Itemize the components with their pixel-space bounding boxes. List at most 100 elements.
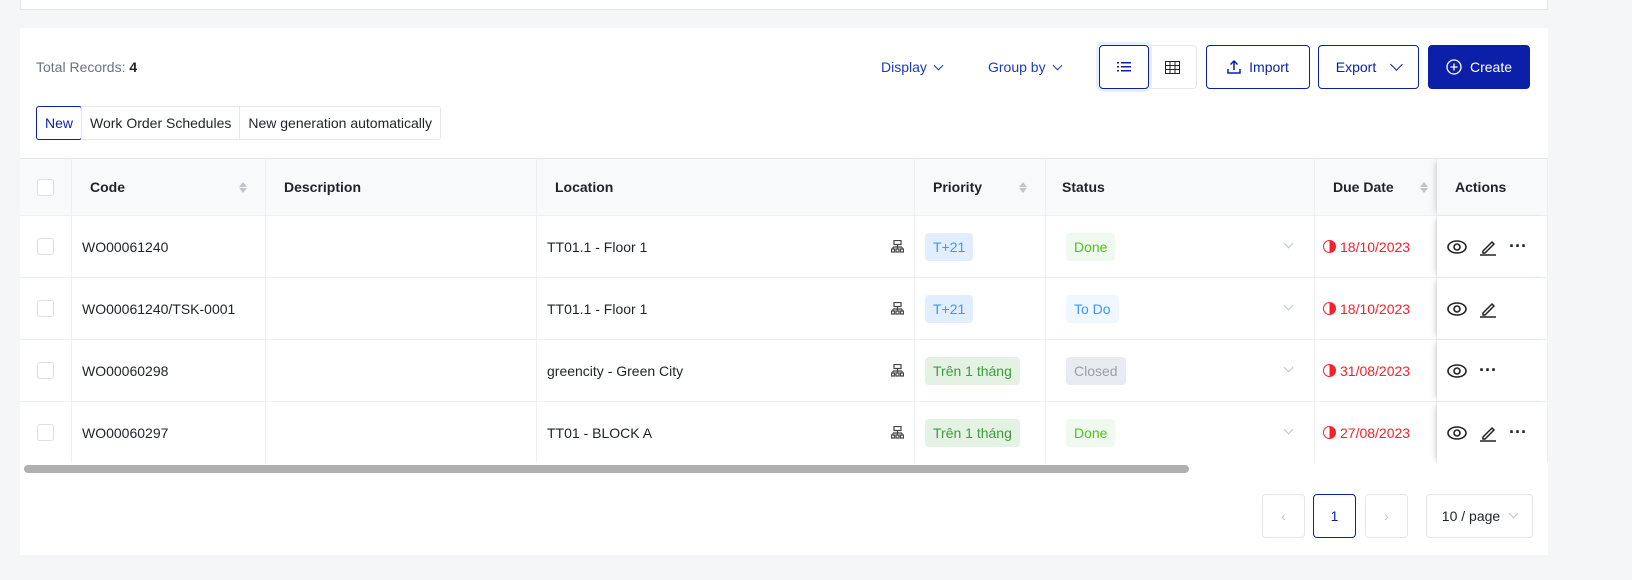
due-date: 18/10/2023 — [1323, 239, 1410, 255]
sort-icon — [1019, 181, 1027, 194]
row-checkbox[interactable] — [37, 362, 54, 379]
row-checkbox[interactable] — [37, 424, 54, 441]
display-dropdown[interactable]: Display — [881, 59, 944, 75]
code-cell[interactable]: WO00061240/TSK-0001 — [72, 278, 266, 339]
status-select[interactable]: Closed — [1046, 340, 1315, 401]
list-view-button[interactable] — [1099, 45, 1149, 89]
clock-icon — [1323, 364, 1336, 377]
column-code[interactable]: Code — [72, 159, 266, 215]
column-due-date[interactable]: Due Date — [1315, 159, 1437, 215]
column-actions: Actions — [1437, 159, 1548, 215]
status-badge: Closed — [1066, 356, 1126, 385]
priority-tag: T+21 — [925, 294, 974, 323]
description-cell — [266, 278, 537, 339]
chevron-down-icon — [933, 60, 944, 71]
more-icon[interactable]: ··· — [1509, 236, 1527, 256]
more-icon[interactable]: ··· — [1509, 422, 1527, 442]
total-records: Total Records: 4 — [36, 59, 138, 75]
hierarchy-icon[interactable] — [891, 364, 904, 377]
status-badge: Done — [1066, 232, 1116, 261]
hierarchy-icon[interactable] — [891, 302, 904, 315]
location-cell: TT01.1 - Floor 1 — [537, 216, 915, 277]
chevron-down-icon — [1052, 60, 1063, 71]
chevron-down-icon — [1283, 362, 1294, 373]
list-icon — [1117, 62, 1131, 72]
status-badge: To Do — [1066, 294, 1119, 323]
table-row[interactable]: WO00061240 TT01.1 - Floor 1 T+21 Done 18… — [20, 216, 1548, 278]
tab-new-generation-automatically[interactable]: New generation automatically — [239, 107, 440, 139]
priority-tag: T+21 — [925, 232, 974, 261]
more-icon[interactable]: ··· — [1479, 360, 1497, 380]
hierarchy-icon[interactable] — [891, 426, 904, 439]
column-priority[interactable]: Priority — [915, 159, 1046, 215]
column-location: Location — [537, 159, 915, 215]
group-by-dropdown[interactable]: Group by — [988, 59, 1063, 75]
description-cell — [266, 402, 537, 463]
code-cell[interactable]: WO00061240 — [72, 216, 266, 277]
priority-tag: Trên 1 tháng — [925, 356, 1020, 385]
location-cell: TT01.1 - Floor 1 — [537, 278, 915, 339]
tab-new[interactable]: New — [36, 106, 83, 140]
status-badge: Done — [1066, 418, 1116, 447]
table-icon — [1164, 60, 1180, 74]
table-view-button[interactable] — [1148, 46, 1196, 88]
hierarchy-icon[interactable] — [891, 240, 904, 253]
clock-icon — [1323, 240, 1336, 253]
import-button[interactable]: Import — [1206, 45, 1310, 89]
eye-icon[interactable] — [1447, 425, 1467, 440]
view-toggle — [1099, 45, 1197, 89]
row-actions: ··· — [1447, 236, 1527, 257]
chevron-down-icon — [1283, 238, 1294, 249]
tab-work-order-schedules[interactable]: Work Order Schedules — [81, 107, 239, 139]
column-status: Status — [1046, 159, 1315, 215]
code-cell[interactable]: WO00060298 — [72, 340, 266, 401]
work-order-table: Code Description Location Priority Statu… — [20, 158, 1548, 463]
chevron-down-icon — [1390, 57, 1404, 71]
eye-icon[interactable] — [1447, 363, 1467, 378]
clock-icon — [1323, 426, 1336, 439]
status-select[interactable]: Done — [1046, 216, 1315, 277]
plus-circle-icon — [1446, 59, 1462, 75]
eye-icon[interactable] — [1447, 239, 1467, 254]
status-select[interactable]: Done — [1046, 402, 1315, 463]
page-size-select[interactable]: 10 / page — [1426, 494, 1533, 538]
column-description: Description — [266, 159, 537, 215]
location-cell: TT01 - BLOCK A — [537, 402, 915, 463]
table-header: Code Description Location Priority Statu… — [20, 159, 1548, 216]
chevron-down-icon — [1283, 300, 1294, 311]
table-row[interactable]: WO00060297 TT01 - BLOCK A Trên 1 tháng D… — [20, 402, 1548, 463]
row-checkbox[interactable] — [37, 238, 54, 255]
table-row[interactable]: WO00060298 greencity - Green City Trên 1… — [20, 340, 1548, 402]
edit-icon[interactable] — [1479, 238, 1497, 256]
table-row[interactable]: WO00061240/TSK-0001 TT01.1 - Floor 1 T+2… — [20, 278, 1548, 340]
edit-icon[interactable] — [1479, 424, 1497, 442]
location-cell: greencity - Green City — [537, 340, 915, 401]
work-order-panel: Total Records: 4 Display Group by Import… — [20, 28, 1548, 555]
code-cell[interactable]: WO00060297 — [72, 402, 266, 463]
eye-icon[interactable] — [1447, 301, 1467, 316]
page-1-button[interactable]: 1 — [1313, 494, 1356, 538]
filter-tabs: New Work Order Schedules New generation … — [36, 106, 442, 140]
chevron-down-icon — [1283, 424, 1294, 435]
sort-icon — [239, 181, 247, 194]
due-date: 18/10/2023 — [1323, 301, 1410, 317]
top-panel — [20, 0, 1548, 10]
prev-page-button[interactable]: ‹ — [1262, 494, 1305, 538]
export-button[interactable]: Export — [1318, 45, 1419, 89]
sort-icon — [1420, 181, 1428, 194]
due-date: 27/08/2023 — [1323, 425, 1410, 441]
priority-tag: Trên 1 tháng — [925, 418, 1020, 447]
description-cell — [266, 340, 537, 401]
clock-icon — [1323, 302, 1336, 315]
status-select[interactable]: To Do — [1046, 278, 1315, 339]
row-actions — [1447, 300, 1497, 318]
due-date: 31/08/2023 — [1323, 363, 1410, 379]
select-all-checkbox[interactable] — [37, 178, 54, 196]
edit-icon[interactable] — [1479, 300, 1497, 318]
create-button[interactable]: Create — [1428, 45, 1530, 89]
row-checkbox[interactable] — [37, 300, 54, 317]
description-cell — [266, 216, 537, 277]
row-actions: ··· — [1447, 422, 1527, 443]
next-page-button[interactable]: › — [1365, 494, 1408, 538]
horizontal-scrollbar[interactable] — [24, 465, 1189, 473]
